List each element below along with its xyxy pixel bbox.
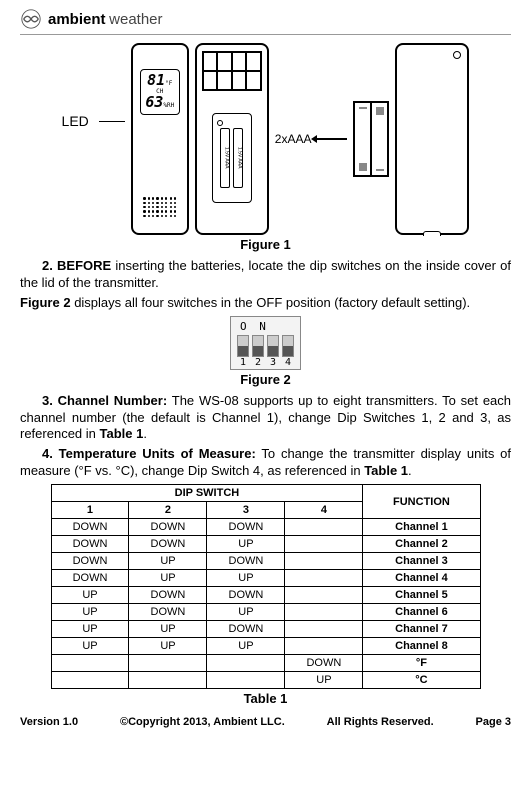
table-cell — [285, 553, 363, 570]
table-cell: UP — [51, 587, 129, 604]
table-cell: DOWN — [51, 519, 129, 536]
table-cell — [285, 519, 363, 536]
table-cell — [129, 672, 207, 689]
brand-bold: ambient — [48, 11, 106, 28]
table-cell — [285, 587, 363, 604]
page-header: ambient weather — [20, 8, 511, 35]
table-cell — [285, 570, 363, 587]
footer-copyright: ©Copyright 2013, Ambient LLC. — [120, 716, 285, 728]
table-cell: DOWN — [129, 604, 207, 621]
table-cell: Channel 3 — [363, 553, 480, 570]
paragraph-4: 4. Temperature Units of Measure: To chan… — [20, 446, 511, 480]
table-cell: DOWN — [207, 519, 285, 536]
table-cell: Channel 7 — [363, 621, 480, 638]
table-cell: °F — [363, 655, 480, 672]
table-cell: UP — [207, 638, 285, 655]
battery-orientation — [353, 101, 389, 177]
led-label: LED — [62, 113, 89, 129]
table-cell: UP — [129, 553, 207, 570]
table-cell — [285, 638, 363, 655]
lcd-screen: 81°F CH 63%RH — [140, 69, 180, 115]
table-cell: DOWN — [207, 553, 285, 570]
table-cell: UP — [51, 604, 129, 621]
paragraph-3: 3. Channel Number: The WS-08 supports up… — [20, 393, 511, 444]
paragraph-fig2: Figure 2 displays all four switches in t… — [20, 295, 511, 312]
table-cell: UP — [129, 638, 207, 655]
table-cell — [285, 604, 363, 621]
table-cell: Channel 2 — [363, 536, 480, 553]
screw-hole-icon — [453, 51, 461, 59]
table-cell: DOWN — [51, 553, 129, 570]
figure-2-caption: Figure 2 — [20, 372, 511, 387]
table-cell: DOWN — [129, 587, 207, 604]
table-cell: UP — [51, 621, 129, 638]
table-cell: DOWN — [51, 570, 129, 587]
transmitter-front: 81°F CH 63%RH — [131, 43, 189, 235]
logo-icon — [20, 8, 42, 30]
table-cell: UP — [51, 638, 129, 655]
battery-compartment: 1.5V AAA 1.5V AAA — [212, 113, 252, 203]
paragraph-2: 2. BEFORE inserting the batteries, locat… — [20, 258, 511, 292]
table-cell: Channel 4 — [363, 570, 480, 587]
brand-light: weather — [109, 11, 162, 28]
table-cell: DOWN — [285, 655, 363, 672]
table-cell: DOWN — [51, 536, 129, 553]
table-cell — [285, 536, 363, 553]
table-cell: UP — [207, 570, 285, 587]
figure-1-row: LED 81°F CH 63%RH 1.5V AAA 1.5V AAA 2xAA… — [20, 43, 511, 235]
table-cell: DOWN — [207, 587, 285, 604]
table-cell: UP — [207, 604, 285, 621]
arrow-icon — [313, 138, 347, 140]
dip-switch-diagram — [202, 51, 262, 91]
table-cell — [129, 655, 207, 672]
led-pointer-line — [99, 121, 125, 122]
battery-cover — [395, 43, 469, 235]
table-cell — [51, 655, 129, 672]
table-cell: Channel 8 — [363, 638, 480, 655]
footer-rights: All Rights Reserved. — [327, 716, 434, 728]
table-cell: °C — [363, 672, 480, 689]
table-1-caption: Table 1 — [20, 691, 511, 706]
table-cell: DOWN — [129, 519, 207, 536]
table-cell — [207, 672, 285, 689]
table-cell: Channel 5 — [363, 587, 480, 604]
table-cell: UP — [207, 536, 285, 553]
cover-tab — [423, 231, 441, 236]
table-cell: UP — [285, 672, 363, 689]
figure-2: O N 1 2 3 4 Figure 2 — [20, 316, 511, 387]
footer-page: Page 3 — [476, 716, 511, 728]
speaker-dots — [143, 197, 176, 217]
table-cell: Channel 6 — [363, 604, 480, 621]
table-cell: UP — [129, 570, 207, 587]
table-cell: Channel 1 — [363, 519, 480, 536]
table-cell — [207, 655, 285, 672]
battery-arrow-label: 2xAAA — [275, 132, 348, 146]
reset-hole-icon — [217, 120, 223, 126]
footer-version: Version 1.0 — [20, 716, 78, 728]
transmitter-back: 1.5V AAA 1.5V AAA — [195, 43, 269, 235]
table-cell — [51, 672, 129, 689]
table-cell: UP — [129, 621, 207, 638]
table-cell: DOWN — [129, 536, 207, 553]
figure-1-caption: Figure 1 — [20, 237, 511, 252]
table-cell: DOWN — [207, 621, 285, 638]
table-cell — [285, 621, 363, 638]
dip-switch-table: DIP SWITCH FUNCTION 1 2 3 4 DOWNDOWNDOWN… — [51, 484, 481, 689]
page-footer: Version 1.0 ©Copyright 2013, Ambient LLC… — [20, 716, 511, 728]
